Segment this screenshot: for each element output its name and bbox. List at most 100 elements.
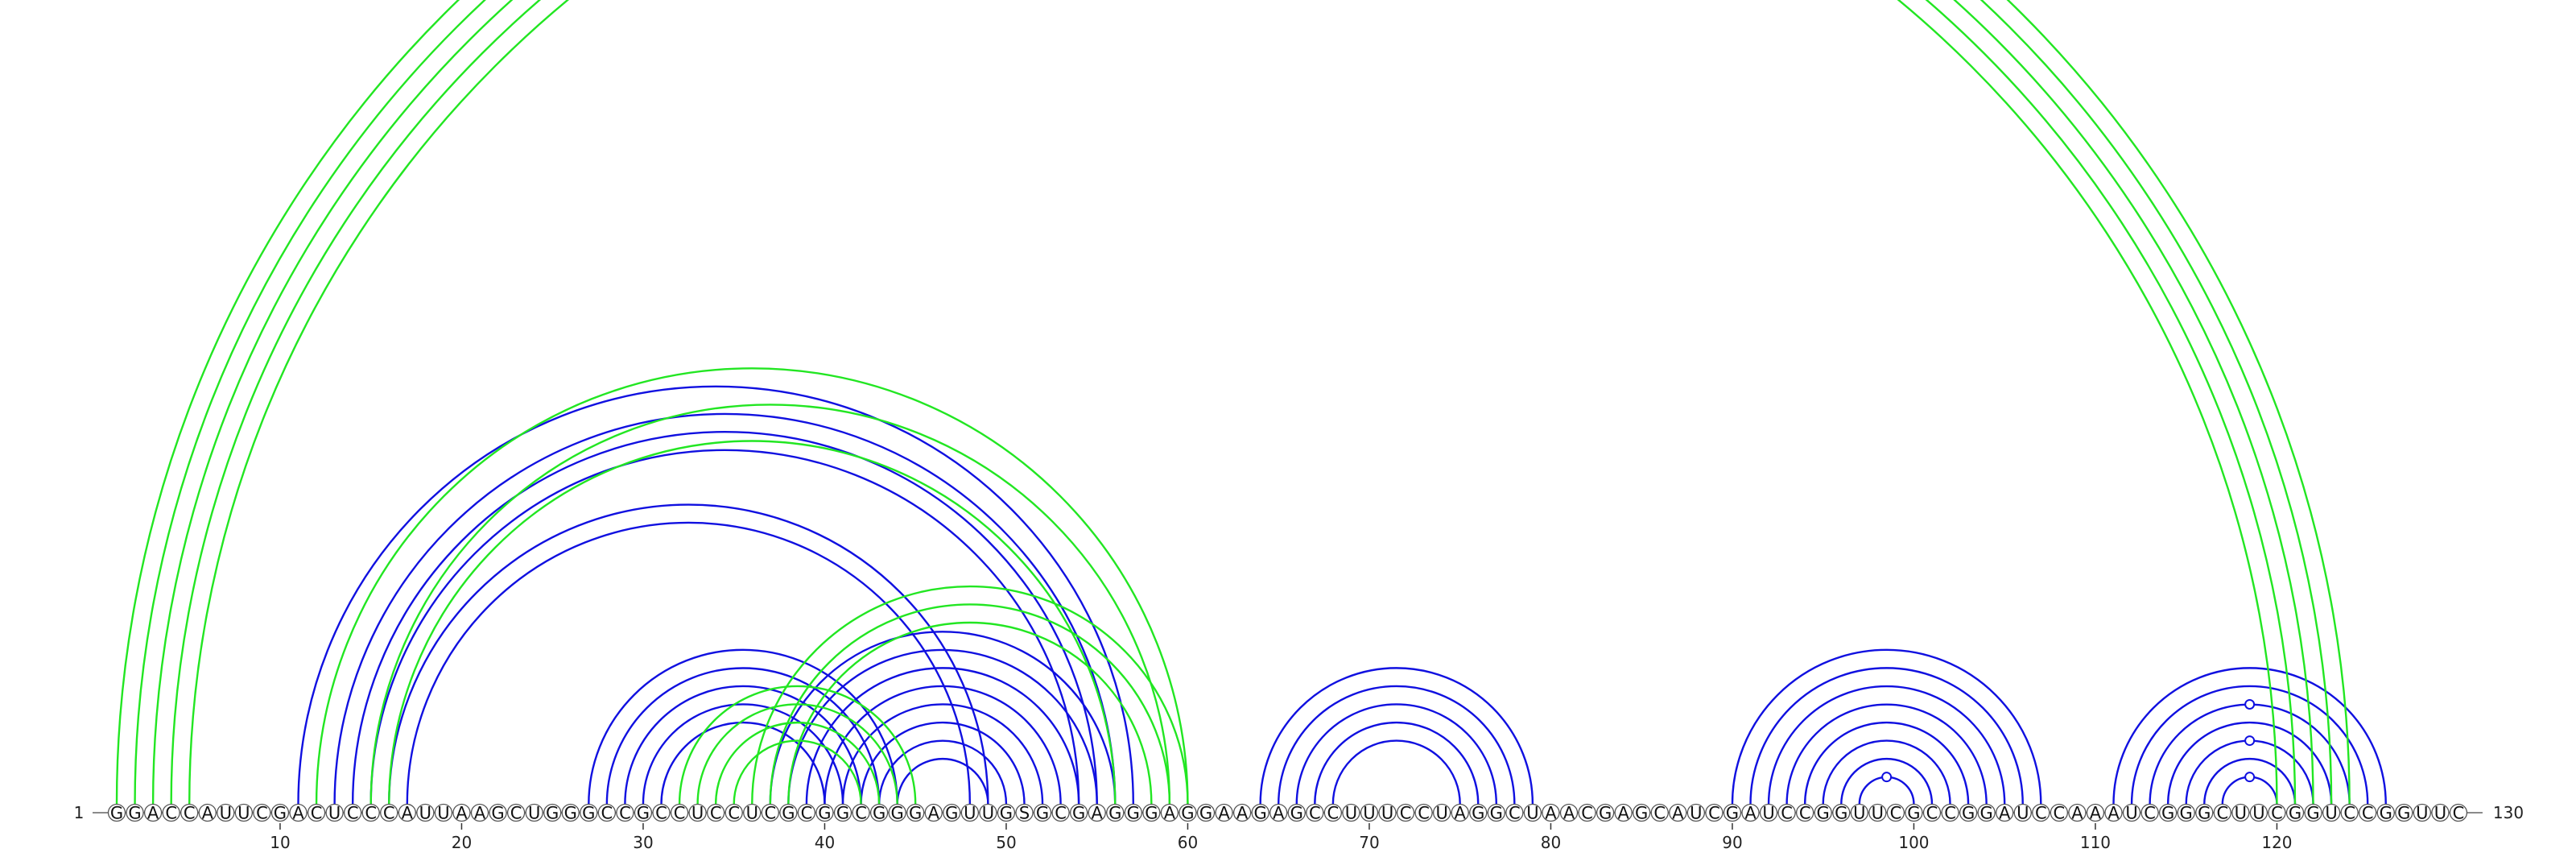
nucleotide-letter: C: [2362, 804, 2374, 823]
nucleotide: A: [2104, 804, 2123, 823]
nucleotide-circle: [1959, 803, 1978, 822]
nucleotide-circle: [2050, 803, 2069, 822]
nucleotide-circle: [1505, 803, 1524, 822]
nucleotide: C: [2032, 803, 2050, 823]
nucleotide-circle: [2032, 803, 2050, 822]
nucleotide-circle: [1686, 803, 1706, 822]
nucleotide-circle: [1723, 803, 1742, 822]
base-pair-arc: [660, 721, 826, 805]
nucleotide: U: [525, 804, 543, 823]
nucleotide-circle: [2122, 803, 2141, 822]
nucleotide-letter: C: [2453, 804, 2465, 823]
nucleotide-letter: C: [165, 804, 177, 823]
nucleotide: U: [2231, 803, 2250, 823]
nucleotide-letter: C: [1926, 804, 1938, 823]
arc-marker: [1881, 772, 1893, 783]
base-pair-arc: [877, 739, 1008, 805]
base-pair-arc: [115, 0, 2351, 805]
nucleotide-letter: U: [964, 804, 976, 823]
nucleotide: U: [2322, 804, 2341, 823]
nucleotide-letter: G: [2306, 804, 2319, 823]
nucleotide-circle: [1106, 803, 1125, 822]
nucleotide: G: [869, 804, 889, 823]
nucleotide-circle: [1306, 803, 1324, 822]
nucleotide-letter: G: [1490, 804, 1503, 823]
nucleotide-circle: [307, 803, 326, 822]
nucleotide-circle: [1215, 803, 1233, 822]
base-pair-arc: [1259, 667, 1534, 805]
nucleotide: G: [833, 804, 852, 823]
nucleotide-circle: [1070, 803, 1088, 822]
nucleotide: G: [2158, 803, 2178, 823]
nucleotide: C: [597, 804, 616, 823]
nucleotide: C: [380, 804, 398, 823]
nucleotide-letter: C: [601, 804, 613, 823]
nucleotide: U: [416, 804, 435, 823]
base-pair-arc: [2112, 667, 2387, 805]
nucleotide: G: [779, 804, 798, 823]
nucleotide: A: [452, 804, 471, 823]
base-pair-arc: [388, 440, 1117, 805]
nucleotide-circle: [270, 803, 290, 822]
tick-label: 40: [815, 833, 835, 852]
nucleotide-letter: U: [1853, 804, 1865, 823]
nucleotide: U: [234, 804, 254, 823]
nucleotide: G: [1033, 804, 1052, 823]
nucleotide-circle: [2395, 803, 2413, 822]
tick-label: 30: [633, 833, 653, 852]
nucleotide: A: [1741, 804, 1760, 823]
base-pair-arc: [315, 367, 1189, 805]
nucleotide-letter: U: [419, 804, 431, 823]
nucleotide: G: [1251, 804, 1269, 823]
nucleotide: A: [1232, 803, 1252, 823]
nucleotide: G: [1959, 803, 1978, 823]
nucleotide: A: [1542, 804, 1560, 823]
nucleotide-letter: U: [528, 804, 540, 823]
nucleotide-circle: [2249, 803, 2268, 822]
nucleotide: C: [616, 803, 634, 823]
base-pair-arc: [787, 648, 1098, 805]
nucleotide-letter: C: [365, 804, 377, 823]
nucleotide-circle: [2231, 803, 2250, 822]
nucleotide-letter: C: [1944, 804, 1956, 823]
nucleotide-circle: [1777, 803, 1796, 822]
nucleotide: C: [724, 804, 743, 823]
nucleotide-letter: C: [510, 804, 522, 823]
nucleotide-letter: C: [1327, 804, 1340, 823]
nucleotide-circle: [2068, 803, 2087, 822]
nucleotide-letter: G: [873, 804, 886, 823]
nucleotide: C: [1505, 803, 1524, 823]
base-pair-arc: [860, 721, 1026, 805]
base-pair-arc: [2149, 703, 2351, 805]
nucleotide-letter: U: [2017, 804, 2029, 823]
nucleotide-letter: A: [1999, 804, 2011, 823]
nucleotide: C: [1396, 804, 1415, 823]
nucleotide: G: [1106, 803, 1125, 823]
nucleotide-letter: G: [564, 804, 577, 823]
nucleotide-circle: [1941, 803, 1959, 822]
nucleotide: C: [2213, 804, 2231, 823]
nucleotide-letter: C: [764, 804, 776, 823]
nucleotide: A: [398, 804, 416, 823]
nucleotide-letter: C: [311, 804, 323, 823]
nucleotide-letter: U: [982, 804, 994, 823]
base-pair-arc: [787, 621, 1153, 805]
nucleotide-circle: [616, 803, 634, 822]
nucleotide: A: [1669, 804, 1687, 823]
nucleotide-circle: [1232, 803, 1252, 822]
base-pair-arc: [135, 0, 2332, 805]
nucleotide: C: [1414, 804, 1433, 823]
nucleotide-circle: [2158, 803, 2178, 822]
nucleotide-letter: U: [691, 804, 704, 823]
nucleotide-letter: A: [474, 804, 486, 823]
nucleotide-circle: [1487, 803, 1505, 822]
nucleotide-letter: G: [1000, 804, 1013, 823]
nucleotide-letter: G: [909, 804, 922, 823]
nucleotide-circle: [924, 803, 943, 822]
nucleotide-circle: [1287, 803, 1306, 822]
nucleotide: A: [1215, 803, 1233, 823]
nucleotide: C: [1886, 804, 1905, 823]
nucleotide-letter: U: [437, 804, 449, 823]
nucleotide-circle: [1378, 803, 1397, 822]
